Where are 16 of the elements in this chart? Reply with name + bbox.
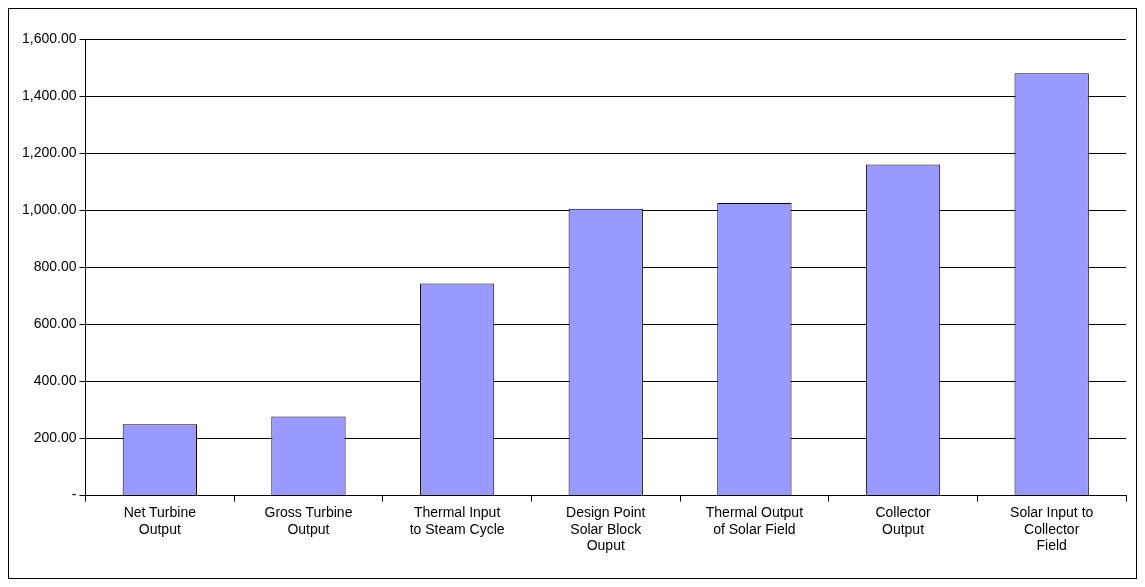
y-tick-label: 1,200.00 (22, 144, 77, 161)
x-tick-label: Thermal Input to Steam Cycle (409, 503, 505, 537)
y-tick-label: - (71, 486, 77, 503)
y-tick-label: 400.00 (33, 372, 77, 389)
x-tick-label: Thermal Output of Solar Field (705, 503, 804, 537)
x-tick-label: Design Point Solar Block Ouput (566, 503, 646, 554)
y-tick-label: 600.00 (33, 315, 77, 332)
x-tick-label: Solar Input to Collector Field (1010, 503, 1094, 554)
x-tick-label: Net Turbine Output (123, 503, 197, 537)
x-tick-label: Collector Output (875, 503, 931, 537)
x-tick-label: Gross Turbine Output (264, 503, 353, 537)
y-tick-label: 200.00 (33, 429, 77, 446)
y-tick-label: 1,600.00 (22, 29, 77, 46)
y-tick-label: 800.00 (33, 258, 77, 275)
y-tick-label: 1,400.00 (22, 86, 77, 103)
y-tick-label: 1,000.00 (22, 201, 77, 218)
